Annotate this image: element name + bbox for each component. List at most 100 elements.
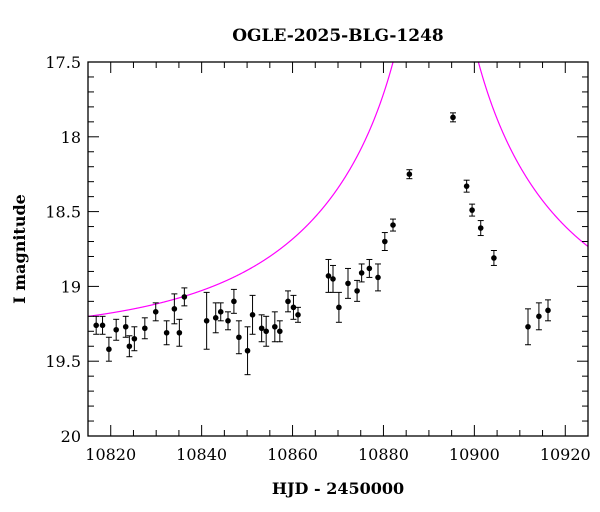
point-marker — [545, 307, 551, 314]
data-point — [354, 279, 361, 302]
point-marker — [491, 255, 497, 261]
plot-frame — [87, 61, 589, 437]
data-point — [545, 299, 551, 322]
point-marker — [366, 265, 373, 272]
y-tick-label: 19 — [61, 277, 81, 296]
data-point — [181, 287, 188, 307]
point-marker — [244, 347, 251, 354]
data-point — [249, 294, 256, 335]
data-point — [225, 311, 231, 331]
point-marker — [285, 298, 291, 305]
data-point — [406, 169, 413, 180]
point-marker — [450, 114, 456, 121]
tick-labels: 10820 10840 10860 10880 10900 10920 17.5 18 18.5… — [45, 53, 590, 464]
chart-title: OGLE-2025-BLG-1248 — [232, 26, 444, 46]
data-point — [335, 291, 342, 323]
data-point — [366, 258, 373, 278]
data-point — [390, 218, 396, 232]
point-marker — [477, 225, 484, 231]
point-marker — [330, 276, 336, 282]
point-marker — [176, 329, 183, 336]
point-marker — [525, 323, 531, 330]
y-tick-label: 19.5 — [45, 352, 81, 371]
data-point — [258, 314, 265, 343]
point-marker — [272, 323, 278, 330]
y-axis-label: I magnitude — [10, 194, 29, 304]
point-marker — [354, 288, 360, 294]
point-marker — [163, 329, 170, 336]
data-point — [477, 220, 484, 237]
y-tick-label: 18.5 — [45, 203, 81, 222]
x-tick-label: 10920 — [540, 445, 591, 464]
point-marker — [217, 309, 224, 315]
point-marker — [336, 304, 342, 311]
data-point — [203, 291, 210, 350]
point-marker — [225, 318, 231, 324]
data-point — [113, 318, 120, 341]
data-point — [230, 288, 237, 314]
x-tick-label: 10880 — [358, 445, 409, 464]
data-point — [463, 179, 470, 193]
data-point — [450, 112, 456, 123]
data-point — [152, 302, 159, 322]
axis-ticks — [87, 61, 589, 437]
point-marker — [212, 315, 219, 321]
data-point — [163, 320, 170, 346]
data-point — [469, 203, 476, 217]
x-axis-label: HJD - 2450000 — [272, 479, 404, 498]
point-marker — [181, 294, 188, 300]
point-marker — [231, 298, 237, 305]
point-marker — [277, 328, 283, 335]
data-point — [525, 308, 531, 346]
point-marker — [236, 334, 242, 341]
point-marker — [536, 313, 542, 320]
point-marker — [382, 238, 388, 245]
model-curve — [88, 62, 588, 317]
x-tick-label: 10820 — [85, 445, 136, 464]
point-marker — [258, 325, 265, 332]
data-point — [325, 258, 332, 293]
data-point — [285, 290, 291, 313]
data-point — [290, 294, 297, 320]
data-point — [235, 320, 242, 355]
data-point — [131, 326, 138, 352]
point-marker — [249, 312, 256, 318]
data-point — [141, 317, 148, 340]
data-point — [330, 264, 336, 293]
y-tick-label: 18 — [61, 128, 81, 147]
data-point — [126, 335, 133, 358]
point-marker — [122, 323, 129, 330]
data-point — [122, 315, 129, 338]
data-point — [212, 302, 219, 334]
point-marker — [99, 322, 106, 329]
data-point — [381, 232, 388, 251]
point-marker — [325, 273, 332, 279]
data-points-layer — [93, 112, 551, 376]
data-point — [171, 293, 178, 325]
point-marker — [469, 207, 475, 213]
point-marker — [390, 222, 396, 228]
data-point — [99, 315, 106, 335]
x-tick-label: 10860 — [267, 445, 318, 464]
data-point — [490, 249, 497, 266]
y-tick-label: 17.5 — [45, 53, 81, 72]
point-marker — [131, 335, 138, 342]
x-tick-label: 10840 — [176, 445, 227, 464]
point-marker — [290, 304, 297, 311]
point-marker — [375, 274, 381, 281]
point-marker — [152, 309, 159, 315]
point-marker — [295, 312, 301, 318]
point-marker — [463, 183, 470, 189]
x-tick-label: 10900 — [449, 445, 500, 464]
point-marker — [406, 171, 413, 177]
data-point — [93, 315, 100, 335]
data-point — [295, 306, 301, 323]
data-point — [535, 302, 542, 331]
data-point — [276, 320, 283, 343]
data-point — [263, 315, 270, 347]
point-marker — [113, 326, 119, 333]
model-curve-layer — [88, 62, 588, 317]
data-point — [375, 263, 381, 292]
data-point — [176, 318, 183, 347]
